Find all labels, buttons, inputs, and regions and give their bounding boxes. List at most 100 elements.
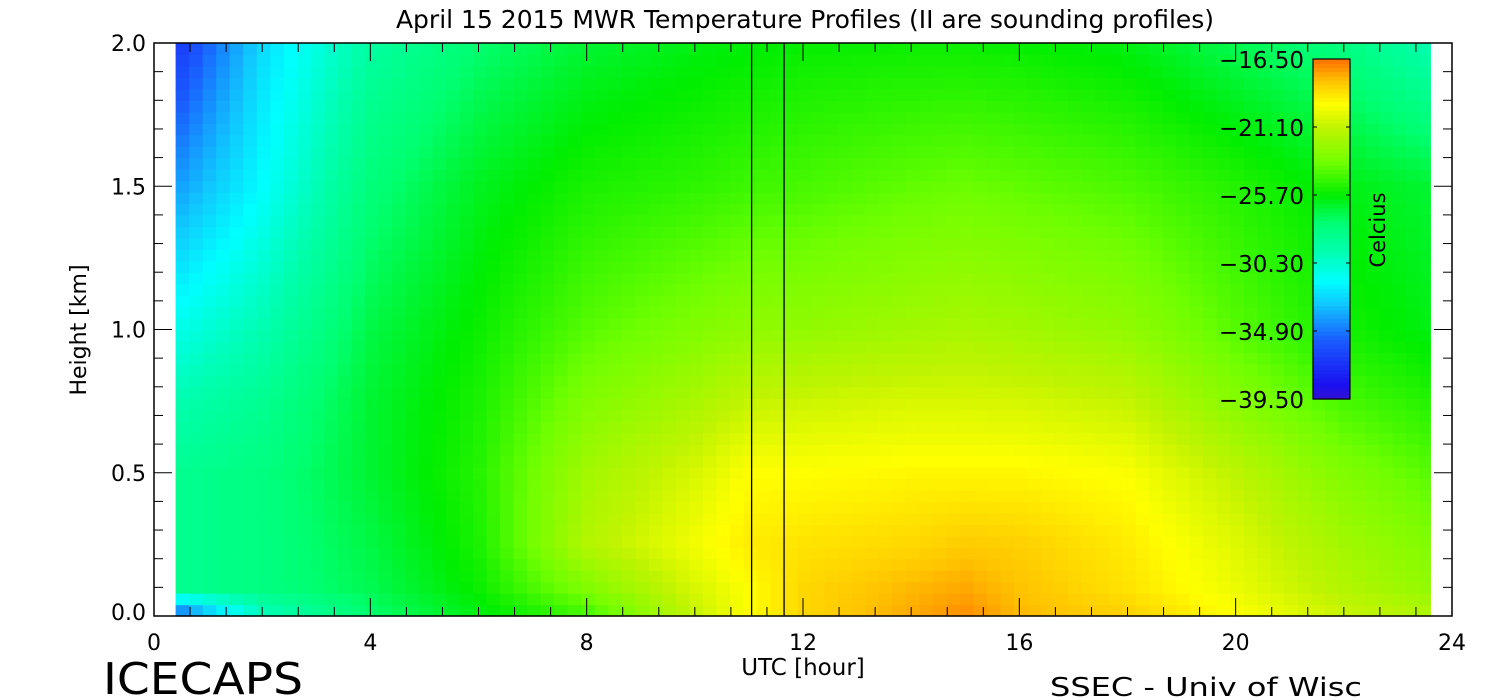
heatmap-cell xyxy=(297,157,312,170)
heatmap-cell xyxy=(175,203,190,216)
heatmap-cell xyxy=(1351,169,1366,182)
heatmap-cell xyxy=(1203,363,1218,376)
heatmap-cell xyxy=(392,169,407,182)
heatmap-cell xyxy=(567,180,582,193)
heatmap-cell xyxy=(1013,283,1028,296)
heatmap-cell xyxy=(1189,558,1204,571)
heatmap-cell xyxy=(797,398,812,411)
heatmap-cell xyxy=(1189,547,1204,560)
heatmap-cell xyxy=(1122,558,1137,571)
heatmap-cell xyxy=(554,421,569,434)
heatmap-cell xyxy=(851,157,866,170)
heatmap-cell xyxy=(392,455,407,468)
heatmap-cell xyxy=(283,398,298,411)
heatmap-cell xyxy=(1270,581,1285,594)
heatmap-cell xyxy=(432,157,447,170)
heatmap-cell xyxy=(1216,329,1231,342)
colorbar-swatch xyxy=(1313,343,1350,349)
heatmap-cell xyxy=(1068,329,1083,342)
heatmap-cell xyxy=(459,535,474,548)
heatmap-cell xyxy=(256,77,271,90)
heatmap-cell xyxy=(946,111,961,124)
heatmap-cell xyxy=(270,100,285,113)
heatmap-cell xyxy=(513,444,528,457)
heatmap-cell xyxy=(838,111,853,124)
heatmap-cell xyxy=(270,214,285,227)
heatmap-cell xyxy=(689,295,704,308)
heatmap-cell xyxy=(1351,604,1366,617)
heatmap-cell xyxy=(1081,272,1096,285)
heatmap-cell xyxy=(730,409,745,422)
heatmap-cell xyxy=(878,249,893,262)
y-tick-label: 2.0 xyxy=(111,32,146,57)
colorbar-swatch xyxy=(1313,254,1350,260)
heatmap-cell xyxy=(702,386,717,399)
heatmap-cell xyxy=(959,386,974,399)
heatmap-cell xyxy=(946,65,961,78)
heatmap-cell xyxy=(1122,512,1137,525)
heatmap-cell xyxy=(378,318,393,331)
heatmap-cell xyxy=(1013,524,1028,537)
heatmap-cell xyxy=(1081,214,1096,227)
heatmap-cell xyxy=(567,558,582,571)
heatmap-cell xyxy=(770,192,785,205)
heatmap-cell xyxy=(581,100,596,113)
heatmap-cell xyxy=(648,341,663,354)
heatmap-cell xyxy=(581,512,596,525)
heatmap-cell xyxy=(770,547,785,560)
heatmap-cell xyxy=(784,318,799,331)
heatmap-cell xyxy=(1041,111,1056,124)
heatmap-cell xyxy=(243,283,258,296)
heatmap-cell xyxy=(1068,237,1083,250)
heatmap-cell xyxy=(310,237,325,250)
heatmap-cell xyxy=(784,100,799,113)
heatmap-cell xyxy=(1095,203,1110,216)
heatmap-cell xyxy=(730,512,745,525)
heatmap-cell xyxy=(1041,54,1056,67)
colorbar-swatch xyxy=(1313,394,1350,400)
heatmap-cell xyxy=(743,421,758,434)
heatmap-cell xyxy=(1324,421,1339,434)
heatmap-cell xyxy=(1311,558,1326,571)
heatmap-cell xyxy=(662,501,677,514)
heatmap-cell xyxy=(973,295,988,308)
heatmap-cell xyxy=(486,421,501,434)
heatmap-cell xyxy=(1108,272,1123,285)
heatmap-cell xyxy=(364,409,379,422)
heatmap-cell xyxy=(1406,146,1421,159)
heatmap-cell xyxy=(689,570,704,583)
heatmap-cell xyxy=(486,455,501,468)
heatmap-cell xyxy=(1406,111,1421,124)
heatmap-cell xyxy=(459,341,474,354)
heatmap-cell xyxy=(1243,283,1258,296)
heatmap-cell xyxy=(581,123,596,136)
heatmap-cell xyxy=(932,77,947,90)
heatmap-cell xyxy=(1243,77,1258,90)
heatmap-cell xyxy=(216,180,231,193)
heatmap-cell xyxy=(851,283,866,296)
heatmap-cell xyxy=(689,409,704,422)
heatmap-cell xyxy=(1189,318,1204,331)
heatmap-cell xyxy=(662,535,677,548)
heatmap-cell xyxy=(581,604,596,617)
heatmap-cell xyxy=(851,467,866,480)
heatmap-cell xyxy=(446,283,461,296)
heatmap-cell xyxy=(743,386,758,399)
heatmap-cell xyxy=(1379,272,1394,285)
heatmap-cell xyxy=(1243,146,1258,159)
heatmap-cell xyxy=(1041,363,1056,376)
heatmap-cell xyxy=(1270,558,1285,571)
heatmap-cell xyxy=(581,524,596,537)
heatmap-cell xyxy=(635,318,650,331)
heatmap-cell xyxy=(824,249,839,262)
heatmap-cell xyxy=(1284,146,1299,159)
heatmap-cell xyxy=(1027,329,1042,342)
heatmap-cell xyxy=(1311,593,1326,606)
heatmap-cell xyxy=(1122,421,1137,434)
heatmap-cell xyxy=(1000,352,1015,365)
heatmap-cell xyxy=(1135,237,1150,250)
heatmap-cell xyxy=(608,478,623,491)
heatmap-cell xyxy=(189,478,204,491)
heatmap-cell xyxy=(1000,547,1015,560)
heatmap-cell xyxy=(1176,88,1191,101)
